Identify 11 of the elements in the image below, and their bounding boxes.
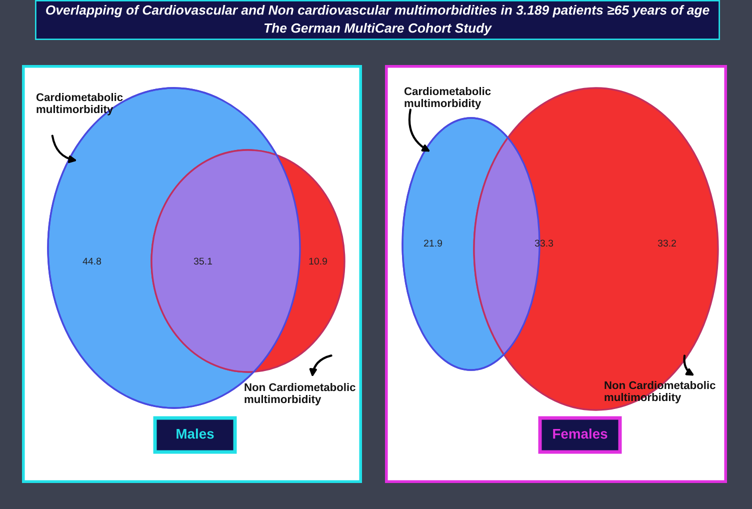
text: The German MultiCare Cohort Study (264, 23, 492, 36)
text: Females (553, 428, 608, 439)
data-label: 21.9 (424, 240, 442, 247)
text: Males (176, 428, 214, 439)
data-label: 35.1 (194, 258, 212, 265)
data-label: 44.8 (82, 258, 102, 265)
text: Non Cardiometabolic multimorbidity (244, 383, 356, 406)
text: Overlapping of Cardiovascular and Non cardiovascular multimorbidities in 3.189 patients ≥65 years of age (46, 5, 710, 18)
text: Cardiometabolic multimorbidity (404, 87, 491, 110)
data-label: 33.2 (658, 240, 676, 247)
data-label: 10.9 (309, 258, 327, 265)
